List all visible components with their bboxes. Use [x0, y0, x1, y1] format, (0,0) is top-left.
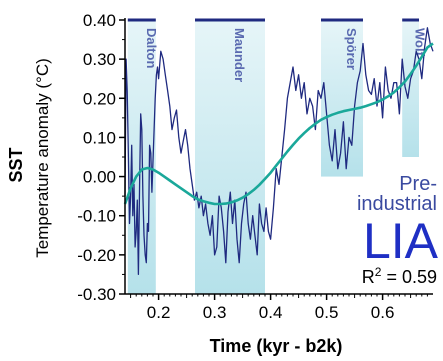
y-tick-label: 0.40 [83, 11, 116, 30]
band-label-dalton: Dalton [144, 28, 159, 69]
data-lines [123, 27, 434, 276]
band-label-sprer: Spörer [344, 28, 359, 70]
r2-superscript: 2 [375, 265, 382, 279]
tick-labels: 0.40 0.30 0.20 0.10 0.00 -0.10 -0.20 -0.30 0.2 0.… [77, 11, 394, 322]
y-axis-label: Temperature anomaly (°C) [33, 58, 52, 258]
annotation-r2: R2 = 0.59 [362, 265, 437, 287]
x-tick-label: 0.5 [315, 303, 339, 322]
band-label-maunder: Maunder [232, 28, 247, 82]
x-tick-label: 0.2 [147, 303, 171, 322]
annotation-industrial: industrial [357, 193, 437, 215]
x-axis-label: Time (kyr - b2k) [210, 336, 343, 356]
x-tick-label: 0.6 [371, 303, 395, 322]
y-tick-label: -0.30 [77, 285, 116, 304]
annotation-lia: LIA [363, 213, 439, 269]
axes [119, 18, 433, 300]
y-tick-label: 0.00 [83, 168, 116, 187]
r2-suffix: = 0.59 [381, 267, 437, 287]
y-tick-label: 0.10 [83, 128, 116, 147]
y-tick-label: -0.10 [77, 207, 116, 226]
band-wolf [402, 20, 419, 157]
band-maunder [195, 20, 265, 294]
y-axis-label-sst: SST [6, 147, 26, 182]
x-tick-label: 0.3 [203, 303, 227, 322]
trend-series-line [123, 42, 434, 206]
r2-prefix: R [362, 267, 375, 287]
annotation-pre: Pre- [399, 173, 437, 195]
x-tick-label: 0.4 [259, 303, 283, 322]
y-tick-label: 0.20 [83, 89, 116, 108]
y-tick-label: 0.30 [83, 50, 116, 69]
sst-series-line [124, 27, 434, 276]
y-tick-label: -0.20 [77, 246, 116, 265]
